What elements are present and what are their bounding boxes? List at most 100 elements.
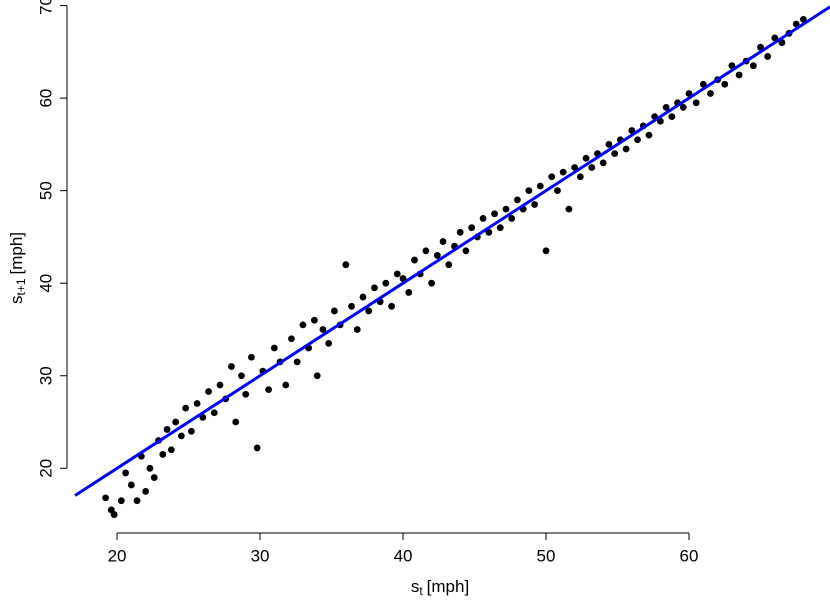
point (479, 215, 487, 222)
point (599, 159, 607, 167)
point (388, 302, 395, 310)
point (310, 316, 318, 324)
point (210, 409, 218, 417)
point (102, 494, 110, 502)
point (282, 381, 290, 389)
y-tick-label: 20 (36, 459, 55, 478)
point (146, 464, 154, 472)
x-tick-label: 40 (394, 546, 413, 565)
point (771, 34, 779, 42)
point (565, 205, 573, 213)
point (142, 488, 150, 495)
point (554, 187, 561, 195)
point (645, 131, 653, 139)
point (253, 444, 261, 452)
point (127, 481, 135, 489)
point (764, 53, 772, 60)
point (800, 16, 807, 23)
point (330, 307, 338, 315)
point (692, 99, 700, 107)
point (248, 353, 255, 361)
point (542, 247, 550, 255)
point (536, 182, 544, 190)
point (199, 413, 207, 421)
point (182, 404, 190, 412)
point (232, 418, 240, 426)
point (353, 326, 361, 333)
point (193, 400, 201, 407)
x-tick-label: 20 (108, 546, 127, 565)
y-tick-label: 60 (36, 89, 55, 108)
point (685, 90, 693, 97)
point (525, 187, 533, 195)
point (242, 390, 250, 398)
point (757, 43, 764, 51)
point (605, 140, 613, 148)
point (628, 127, 636, 134)
point (749, 62, 757, 70)
point (439, 238, 447, 245)
point (319, 326, 327, 333)
y-tick-label: 30 (36, 366, 55, 385)
point (216, 381, 224, 389)
point (735, 71, 743, 79)
point (265, 386, 273, 394)
point (634, 136, 641, 144)
x-tick-label: 60 (680, 546, 699, 565)
point (359, 293, 367, 301)
point (371, 284, 378, 292)
point (238, 372, 245, 380)
point (205, 388, 212, 395)
point (576, 173, 584, 181)
point (405, 289, 413, 296)
y-label-unit: [mph] (7, 232, 26, 275)
y-axis-label: st+1 [mph] (7, 232, 28, 304)
point (313, 372, 321, 380)
point (122, 469, 130, 477)
point (445, 261, 453, 269)
point (117, 497, 125, 505)
x-label-sub: t (419, 584, 423, 598)
x-label-unit: [mph] (427, 577, 470, 596)
point (721, 80, 729, 88)
point (699, 80, 707, 88)
point (668, 113, 676, 121)
fit-line (74, 5, 830, 497)
point (342, 261, 350, 269)
point (411, 256, 418, 264)
point (399, 275, 407, 282)
point (187, 427, 195, 435)
point (778, 39, 786, 46)
point (491, 210, 498, 218)
point (548, 173, 556, 181)
point (462, 247, 470, 255)
point (485, 228, 493, 236)
y-tick-label: 40 (36, 274, 55, 293)
x-tick-label: 30 (251, 546, 270, 565)
point (288, 335, 295, 343)
point (622, 145, 630, 153)
y-tick-label: 70 (36, 0, 55, 15)
point (177, 432, 185, 440)
point (428, 279, 436, 287)
point (588, 164, 596, 171)
point (110, 511, 118, 518)
point (502, 205, 510, 213)
point (325, 339, 333, 347)
point (167, 446, 175, 454)
point (348, 302, 355, 310)
point (508, 215, 516, 222)
point (150, 474, 158, 481)
point (159, 451, 167, 458)
x-tick-label: 50 (537, 546, 556, 565)
point (228, 363, 235, 370)
point (559, 168, 567, 176)
y-tick-label: 50 (36, 181, 55, 200)
x-label-base: s (411, 577, 420, 596)
point (433, 252, 441, 259)
point (270, 344, 278, 352)
point (531, 201, 538, 208)
point (456, 228, 464, 236)
